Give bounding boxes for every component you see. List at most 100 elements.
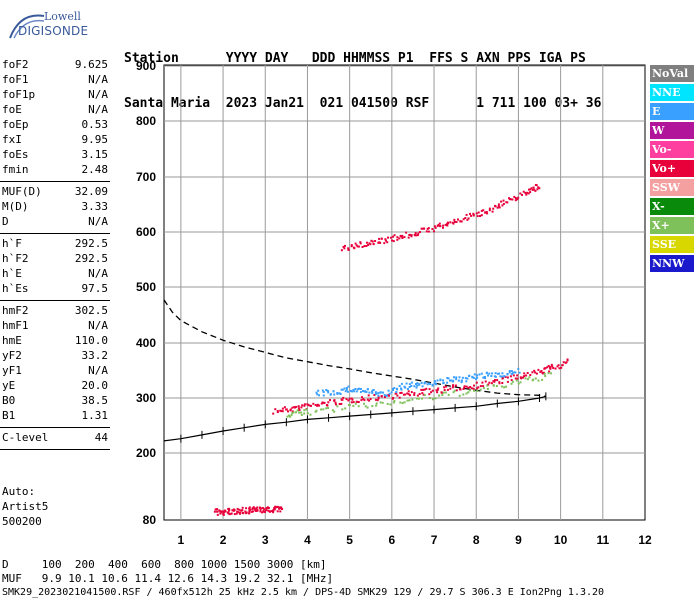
trace-point: [396, 236, 399, 239]
trace-point: [403, 401, 406, 404]
trace-point: [472, 376, 475, 379]
trace-point: [415, 386, 418, 389]
trace-point: [442, 382, 445, 385]
trace-point: [244, 510, 247, 513]
trace-point: [369, 243, 372, 246]
trace-point: [303, 412, 306, 415]
trace-point: [272, 511, 275, 514]
trace-point: [359, 391, 362, 393]
trace-point: [392, 235, 394, 238]
trace-point: [347, 247, 350, 250]
trace-point: [297, 405, 300, 408]
trace-point: [355, 390, 358, 393]
trace-point: [430, 391, 433, 394]
trace-point: [248, 510, 251, 513]
trace-point: [436, 391, 439, 394]
trace-point: [254, 510, 257, 512]
param-key: fxI: [2, 133, 22, 146]
trace-point: [526, 372, 529, 374]
trace-point: [543, 372, 546, 375]
trace-point: [343, 387, 346, 390]
trace-point: [529, 191, 532, 194]
trace-point: [454, 384, 457, 387]
trace-point: [216, 508, 219, 511]
param-row: B0 38.5: [0, 394, 112, 409]
trace-point: [368, 391, 371, 394]
param-value: 9.95: [81, 133, 109, 146]
trace-point: [477, 386, 480, 389]
trace-point: [431, 228, 434, 231]
trace-point: [413, 385, 416, 388]
trace-point: [440, 391, 443, 394]
trace-point: [344, 390, 347, 393]
trace-point: [222, 512, 225, 515]
trace-point: [498, 372, 501, 375]
trace-point: [497, 205, 500, 208]
y-tick-label: 80: [143, 513, 157, 527]
virtual-height-profile: [163, 395, 546, 442]
param-separator: [0, 300, 110, 304]
trace-4: [213, 505, 284, 516]
x-tick-label: 8: [473, 533, 480, 547]
trace-point: [371, 391, 374, 394]
trace-point: [317, 389, 320, 392]
trace-point: [322, 408, 325, 411]
param-value: N/A: [88, 364, 108, 377]
trace-point: [400, 382, 403, 385]
trace-point: [534, 189, 537, 192]
trace-point: [463, 385, 466, 388]
trace-point: [537, 186, 540, 189]
trace-point: [510, 379, 513, 382]
trace-point: [447, 377, 450, 380]
x-tick-label: 11: [596, 533, 609, 547]
trace-point: [343, 247, 346, 250]
trace-point: [347, 385, 350, 388]
trace-point: [420, 381, 423, 384]
trace-point: [399, 401, 402, 404]
param-key: D: [2, 215, 9, 228]
trace-point: [523, 375, 526, 378]
trace-point: [517, 367, 520, 370]
trace-point: [410, 391, 413, 394]
param-key: foF1: [2, 73, 29, 86]
param-key: MUF(D): [2, 185, 42, 198]
trace-point: [340, 388, 343, 391]
trace-point: [472, 213, 475, 216]
trace-point: [462, 393, 465, 396]
trace-point: [232, 509, 235, 512]
legend-item-e: E: [650, 103, 694, 120]
x-tick-label: 3: [262, 533, 269, 547]
trace-point: [449, 379, 451, 382]
trace-point: [357, 405, 360, 408]
trace-point: [339, 393, 342, 395]
trace-point: [256, 506, 259, 509]
trace-point: [216, 510, 219, 513]
trace-point: [363, 402, 366, 405]
trace-point: [433, 380, 436, 383]
trace-point: [439, 378, 442, 381]
trace-point: [465, 385, 468, 388]
trace-point: [383, 242, 386, 245]
trace-point: [362, 390, 364, 392]
trace-point: [426, 227, 429, 230]
trace-point: [407, 390, 410, 393]
trace-point: [538, 187, 541, 190]
y-tick-label: 200: [136, 446, 156, 460]
trace-point: [289, 415, 292, 418]
trace-point: [549, 366, 552, 369]
trace-point: [534, 377, 537, 380]
trace-point: [374, 391, 377, 394]
trace-point: [495, 385, 498, 387]
trace-point: [315, 391, 318, 394]
trace-point: [287, 410, 289, 413]
trace-point: [351, 398, 354, 401]
trace-point: [524, 191, 527, 194]
trace-point: [508, 370, 511, 372]
polarization-legend: NoVal NNE E W Vo- Vo+ SSW X- X+ SSE NNW: [650, 65, 694, 274]
trace-point: [437, 224, 440, 226]
trace-point: [401, 234, 404, 237]
trace-point: [415, 234, 418, 237]
trace-point: [467, 391, 470, 394]
trace-point: [295, 411, 297, 414]
trace-point: [227, 512, 230, 515]
